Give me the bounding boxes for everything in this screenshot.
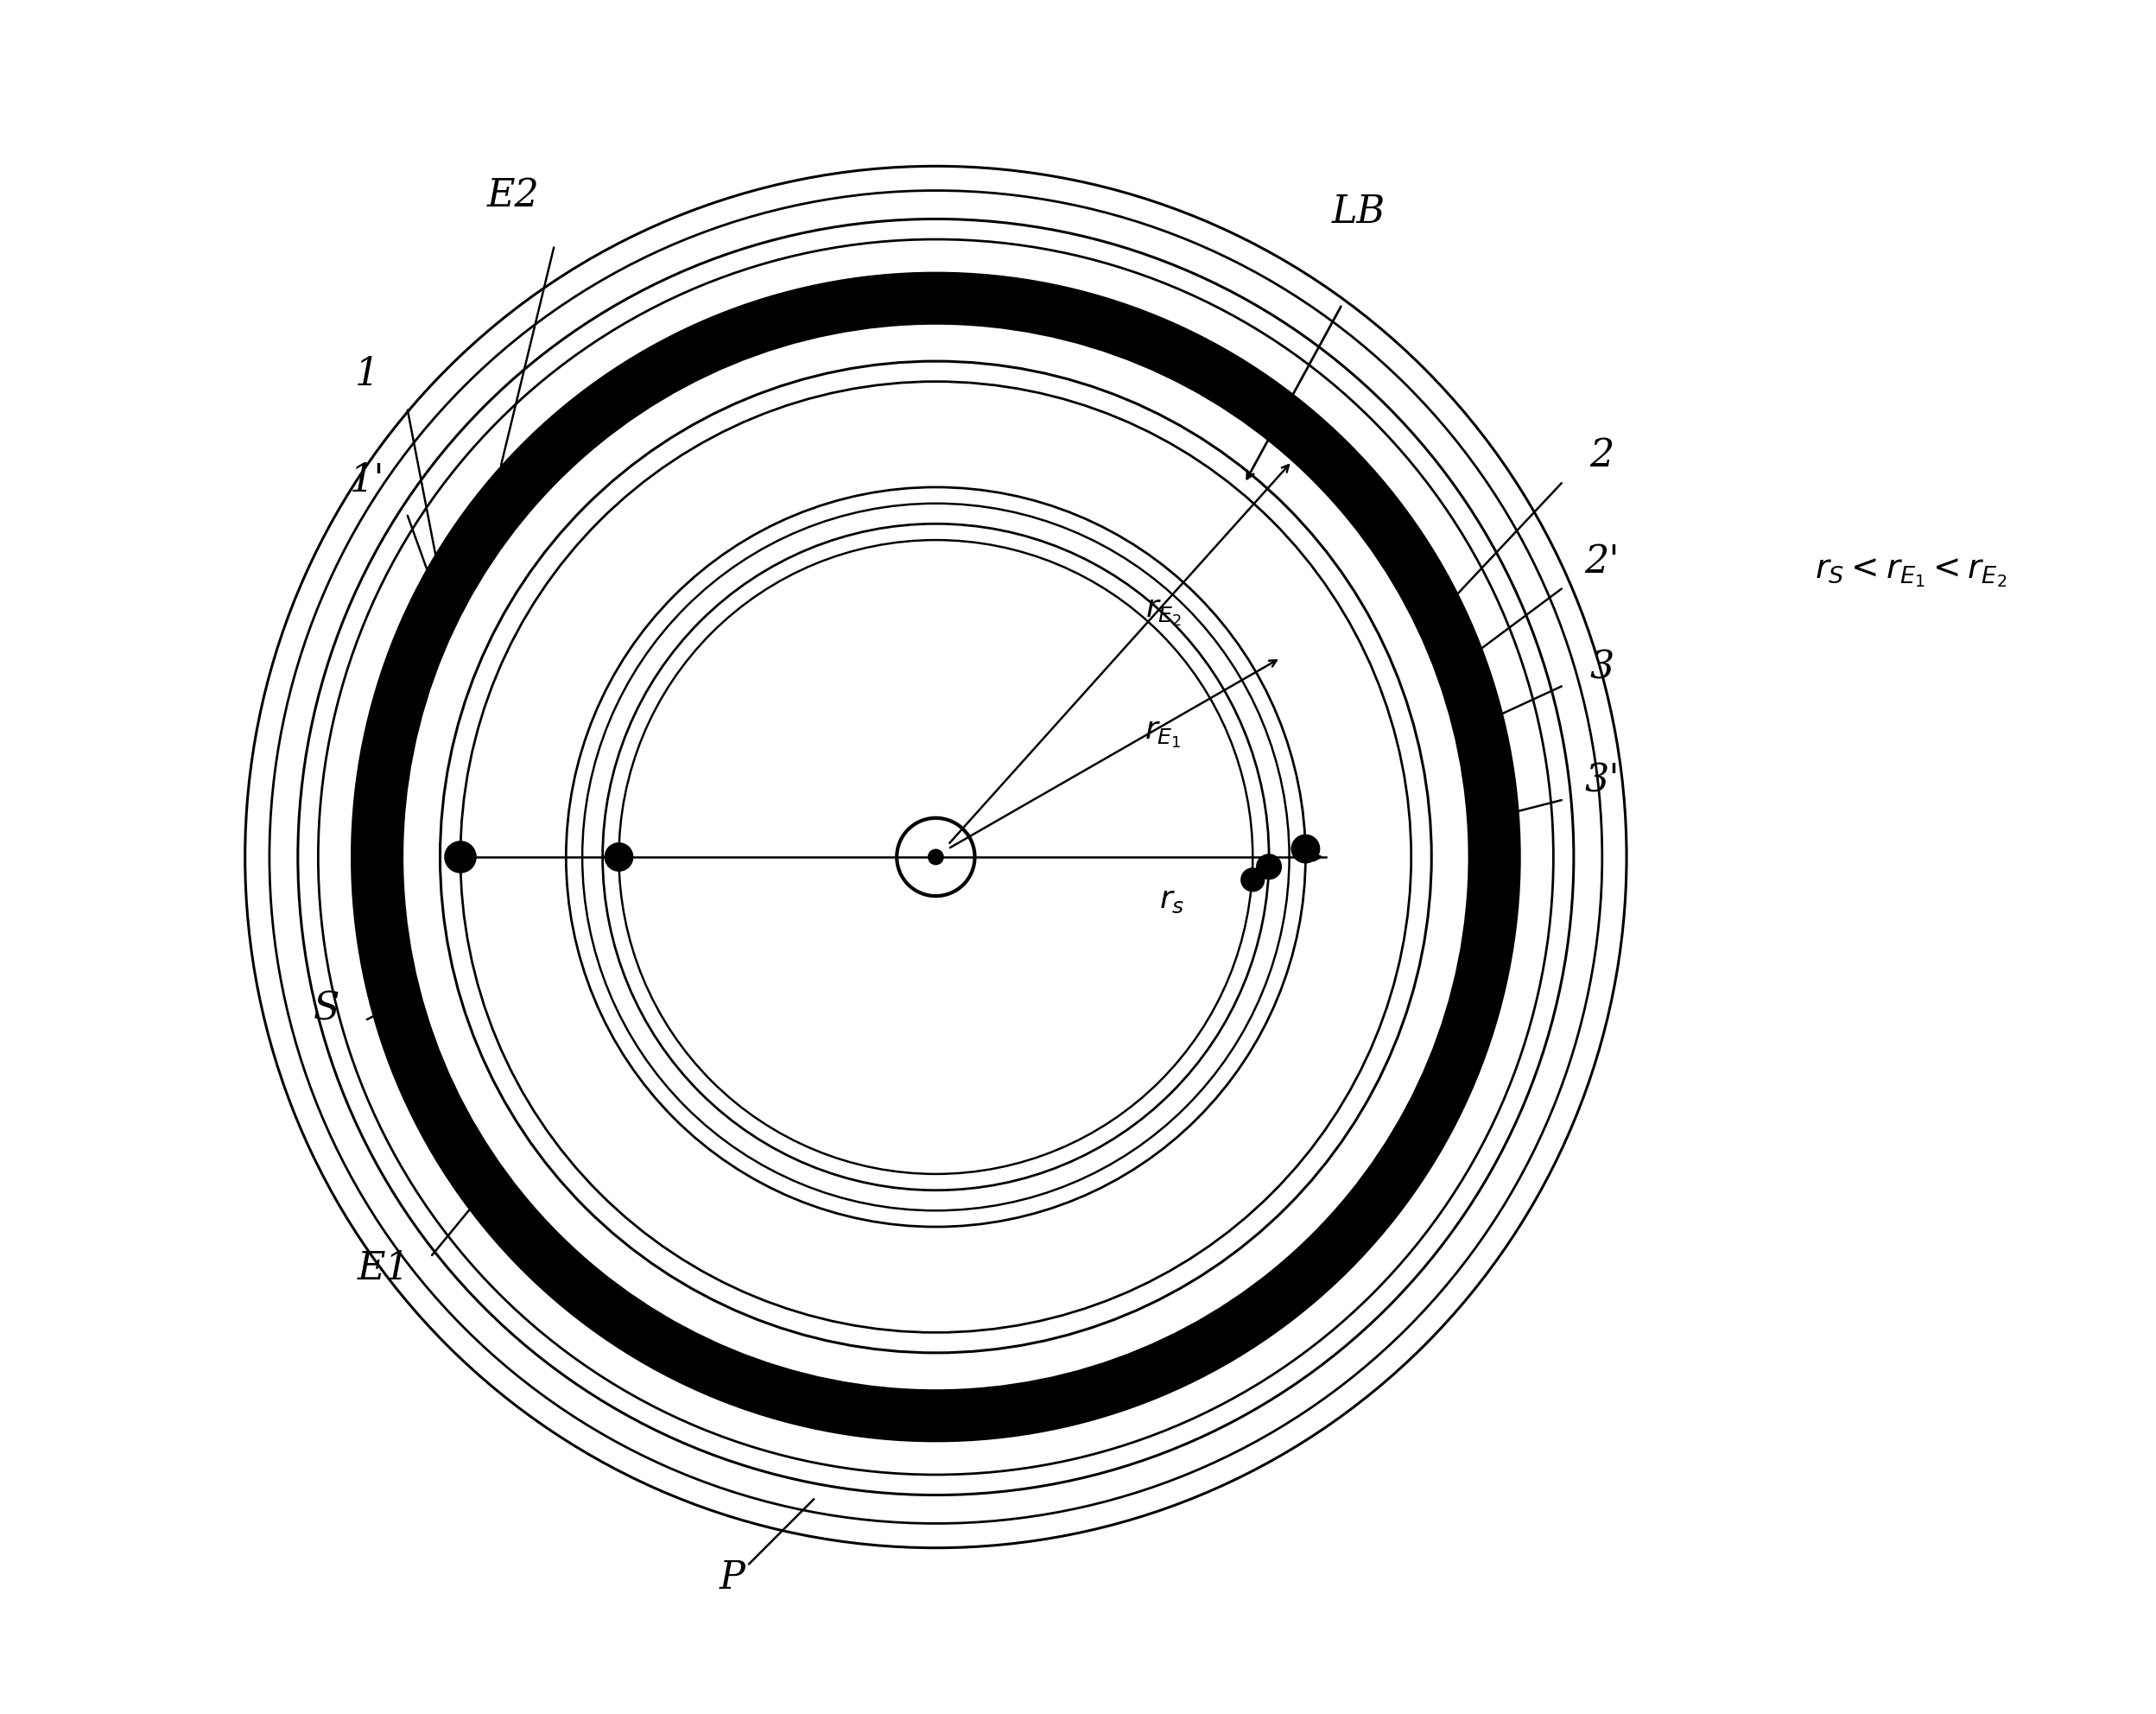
Text: 1: 1 xyxy=(356,357,379,394)
Text: $r_S<r_{E_1}<r_{E_2}$: $r_S<r_{E_1}<r_{E_2}$ xyxy=(1815,557,2007,590)
Circle shape xyxy=(444,842,476,872)
Circle shape xyxy=(403,324,1468,1390)
Circle shape xyxy=(1291,835,1319,864)
Text: 3': 3' xyxy=(1585,763,1619,800)
Circle shape xyxy=(351,273,1520,1441)
Circle shape xyxy=(537,459,1335,1255)
Text: 2': 2' xyxy=(1585,543,1619,581)
Text: S: S xyxy=(313,991,338,1027)
Circle shape xyxy=(897,818,975,896)
Circle shape xyxy=(604,842,634,872)
Circle shape xyxy=(1257,854,1283,879)
Text: 1': 1' xyxy=(349,461,384,499)
Circle shape xyxy=(541,463,1330,1251)
Circle shape xyxy=(623,543,1248,1171)
Text: P: P xyxy=(720,1560,746,1596)
Text: $r_s$: $r_s$ xyxy=(1160,886,1186,915)
Text: 2: 2 xyxy=(1589,437,1615,475)
Circle shape xyxy=(1240,867,1266,891)
Text: $r_{E_2}$: $r_{E_2}$ xyxy=(1145,598,1181,627)
Circle shape xyxy=(485,406,1386,1308)
Text: LB: LB xyxy=(1332,194,1386,231)
Text: E2: E2 xyxy=(487,177,539,214)
Circle shape xyxy=(927,848,944,866)
Text: 3: 3 xyxy=(1589,648,1615,686)
Text: E1: E1 xyxy=(358,1250,410,1287)
Text: $r_{E_1}$: $r_{E_1}$ xyxy=(1145,720,1181,749)
